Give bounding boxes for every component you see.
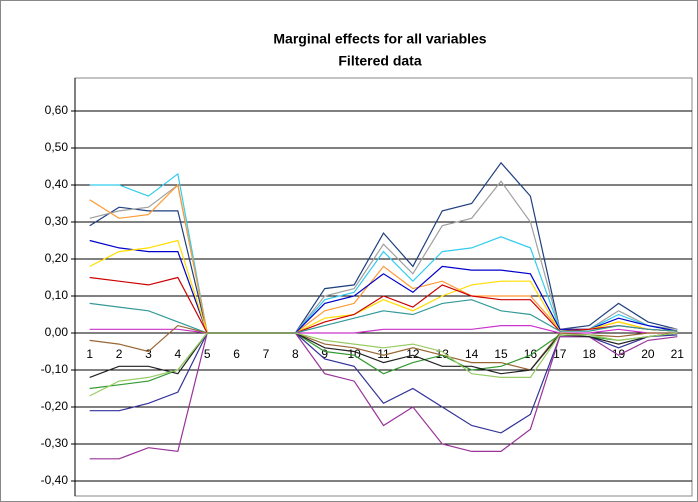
series-line [89, 332, 678, 397]
series-line [89, 325, 678, 334]
y-tick-label: 0,60 [45, 103, 69, 117]
x-tick-label: 18 [582, 347, 596, 361]
series-line [89, 324, 678, 371]
x-tick-label: 2 [116, 347, 123, 361]
x-tick-label: 4 [174, 347, 181, 361]
x-tick-label: 16 [524, 347, 538, 361]
y-tick-label: -0,20 [41, 399, 69, 413]
x-tick-label: 17 [553, 347, 567, 361]
x-tick-label: 14 [465, 347, 479, 361]
y-tick-label: 0,00 [45, 325, 69, 339]
x-tick-label: 5 [204, 347, 211, 361]
series-line [89, 276, 678, 334]
x-tick-label: 6 [233, 347, 240, 361]
chart-title: Marginal effects for all variables [273, 31, 486, 47]
y-tick-label: 0,50 [45, 140, 69, 154]
series-line [89, 161, 678, 334]
x-tick-label: 20 [641, 347, 655, 361]
chart-subtitle: Filtered data [338, 53, 421, 69]
x-tick-label: 11 [377, 347, 390, 361]
y-tick-label: -0,40 [41, 473, 69, 487]
series-line [89, 299, 678, 334]
y-tick-label: 0,10 [45, 288, 69, 302]
y-tick-label: 0,30 [45, 214, 69, 228]
y-tick-label: 0,20 [45, 251, 69, 265]
y-tick-label: 0,40 [45, 177, 69, 191]
x-tick-label: 3 [145, 347, 152, 361]
y-tick-label: -0,10 [41, 362, 69, 376]
x-tick-label: 15 [494, 347, 508, 361]
x-tick-label: 12 [406, 347, 420, 361]
x-tick-label: 7 [263, 347, 270, 361]
y-tick-label: -0,30 [41, 436, 69, 450]
x-tick-label: 8 [292, 347, 299, 361]
series-line [89, 332, 678, 460]
x-tick-label: 9 [321, 347, 328, 361]
series-line [89, 332, 678, 378]
series-line [89, 239, 678, 334]
plot-area [74, 77, 693, 497]
x-tick-label: 21 [671, 347, 685, 361]
x-tick-label: 1 [86, 347, 93, 361]
x-tick-label: 19 [612, 347, 626, 361]
